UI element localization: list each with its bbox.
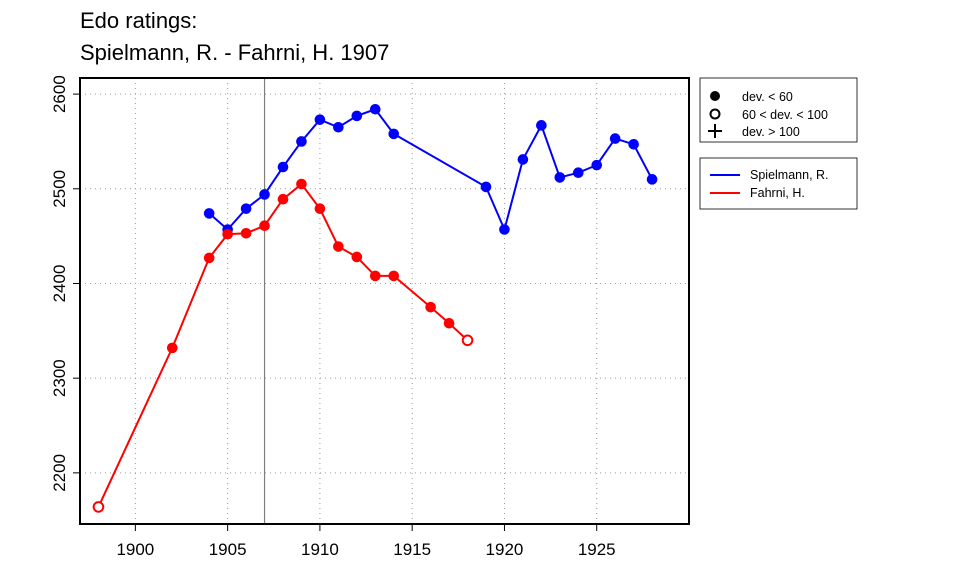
data-point-spielmann-r-1925: [591, 159, 603, 171]
data-point-fahrni-h-1914: [388, 270, 400, 282]
y-tick-label-2600: 2600: [50, 75, 69, 113]
data-point-spielmann-r-1912: [351, 110, 363, 122]
data-point-spielmann-r-1924: [572, 167, 584, 178]
data-point-fahrni-h-1917: [443, 317, 455, 329]
data-point-spielmann-r-1928: [646, 174, 658, 185]
data-point-spielmann-r-1922: [536, 120, 547, 131]
series-legend-label-spielmann: Spielmann, R.: [750, 168, 829, 182]
y-tick-label-2200: 2200: [50, 454, 69, 492]
data-point-fahrni-h-1913: [369, 270, 381, 282]
data-point-spielmann-r-1927: [628, 138, 639, 150]
data-point-fahrni-h-1918: [461, 334, 474, 347]
series-legend: Spielmann, R. Fahrni, H.: [699, 157, 858, 210]
data-point-fahrni-h-1908: [277, 193, 289, 205]
grid: [80, 78, 689, 524]
x-tick-label-1905: 1905: [209, 540, 247, 559]
data-point-fahrni-h-1910: [314, 203, 326, 214]
data-point-spielmann-r-1909: [296, 136, 307, 147]
series-legend-box: [699, 157, 858, 210]
marker-legend-label-2: dev. > 100: [742, 125, 800, 139]
data-point-fahrni-h-1916: [425, 301, 436, 313]
y-tick-label-2500: 2500: [50, 170, 69, 208]
series-fahrni-h: [92, 178, 474, 513]
marker-legend-label-0: dev. < 60: [742, 90, 793, 104]
data-point-fahrni-h-1912: [351, 251, 363, 263]
marker-legend: dev. < 60 60 < dev. < 100 dev. > 100: [699, 77, 858, 143]
data-point-fahrni-h-1904: [203, 252, 215, 264]
data-point-spielmann-r-1926: [609, 133, 621, 144]
data-point-spielmann-r-1913: [369, 103, 381, 115]
data-point-fahrni-h-1909: [296, 178, 307, 190]
x-tick-label-1925: 1925: [578, 540, 616, 559]
marker-legend-label-1: 60 < dev. < 100: [742, 108, 828, 122]
data-point-spielmann-r-1910: [314, 114, 326, 125]
series-layer: [92, 103, 658, 513]
data-point-fahrni-h-1907: [259, 220, 270, 232]
filled-circle-icon: [710, 91, 720, 101]
marker-legend-box: [699, 77, 858, 143]
data-point-fahrni-h-1906: [240, 227, 252, 239]
data-point-spielmann-r-1907: [259, 189, 270, 200]
x-tick-label-1915: 1915: [393, 540, 431, 559]
y-tick-label-2400: 2400: [50, 265, 69, 303]
x-axis: 1900 1905 1910 1915 1920 1925: [116, 523, 616, 559]
plus-icon: [708, 124, 722, 138]
data-point-spielmann-r-1920: [499, 224, 510, 235]
data-point-fahrni-h-1911: [333, 241, 344, 252]
series-legend-label-fahrni: Fahrni, H.: [750, 186, 805, 200]
data-point-spielmann-r-1914: [388, 128, 400, 140]
y-axis: 2200 2300 2400 2500 2600: [50, 75, 80, 492]
data-point-fahrni-h-1898: [92, 501, 105, 513]
chart-title-line-2: Spielmann, R. - Fahrni, H. 1907: [80, 40, 389, 65]
data-point-spielmann-r-1919: [480, 181, 492, 193]
series-line-fahrni-h: [97, 182, 469, 508]
data-point-fahrni-h-1902: [166, 342, 178, 354]
plot-frame: [79, 77, 690, 525]
open-circle-icon: [709, 108, 721, 120]
data-point-spielmann-r-1923: [554, 172, 566, 183]
data-point-spielmann-r-1904: [203, 208, 215, 219]
data-point-spielmann-r-1911: [333, 121, 344, 133]
data-point-spielmann-r-1921: [517, 154, 529, 165]
data-point-spielmann-r-1908: [277, 161, 289, 173]
y-tick-label-2300: 2300: [50, 359, 69, 397]
x-tick-label-1900: 1900: [116, 540, 154, 559]
data-point-fahrni-h-1905: [222, 228, 233, 240]
data-point-spielmann-r-1906: [240, 203, 252, 214]
x-tick-label-1920: 1920: [486, 540, 524, 559]
x-tick-label-1910: 1910: [301, 540, 339, 559]
chart-title-line-1: Edo ratings:: [80, 8, 197, 33]
